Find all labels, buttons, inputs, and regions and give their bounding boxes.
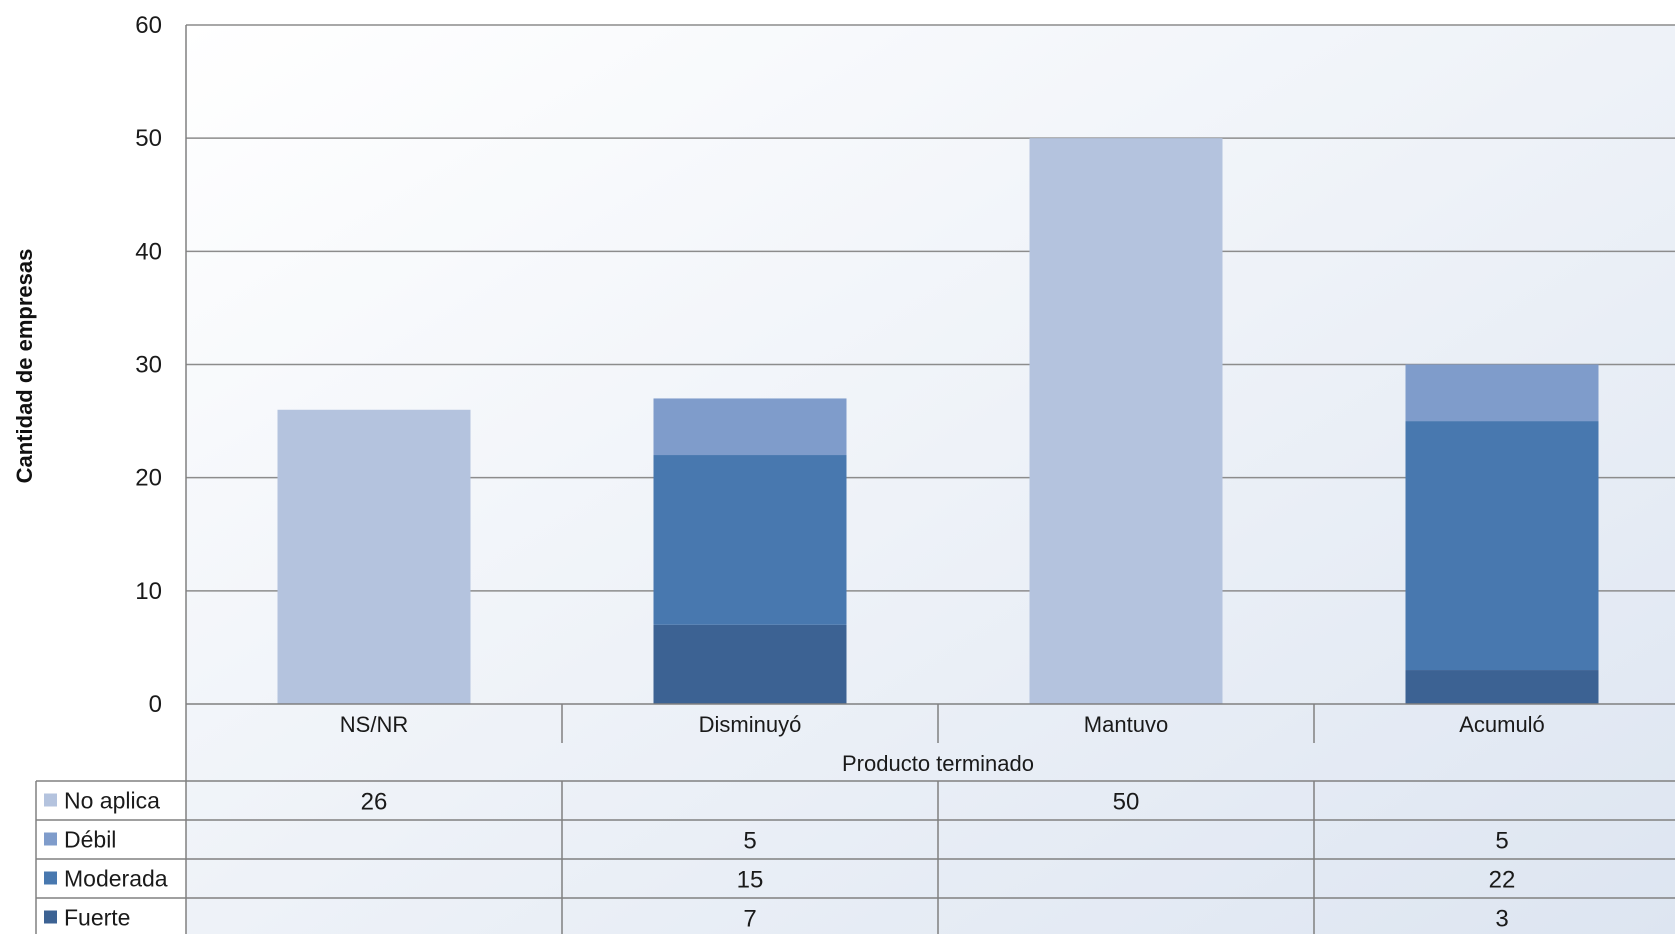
y-tick-label: 60 bbox=[135, 12, 162, 39]
y-axis-label: Cantidad de empresas bbox=[12, 249, 37, 484]
bar-segment bbox=[653, 624, 847, 704]
data-label: 3 bbox=[1495, 906, 1508, 933]
bar-segment bbox=[1405, 421, 1599, 671]
x-tick-label: NS/NR bbox=[340, 712, 408, 737]
legend-swatch bbox=[44, 832, 57, 846]
legend-entry: Moderada bbox=[64, 866, 168, 892]
legend-entry: Fuerte bbox=[64, 905, 130, 931]
x-tick-label: Acumuló bbox=[1459, 712, 1545, 737]
bar-segment bbox=[277, 409, 471, 704]
y-tick-label: 40 bbox=[135, 238, 162, 265]
bar-segment bbox=[1405, 364, 1599, 422]
legend-swatch bbox=[44, 910, 57, 924]
data-label: 15 bbox=[737, 867, 764, 894]
x-axis-label: Producto terminado bbox=[842, 751, 1034, 776]
data-label: 50 bbox=[1113, 789, 1140, 816]
bars bbox=[277, 138, 1599, 704]
y-tick-label: 0 bbox=[149, 691, 162, 718]
legend-swatch bbox=[44, 871, 57, 885]
x-tick-label: Mantuvo bbox=[1084, 712, 1168, 737]
legend-entry: Débil bbox=[64, 827, 116, 853]
y-tick-label: 10 bbox=[135, 578, 162, 605]
data-label: 22 bbox=[1489, 867, 1516, 894]
bar-segment bbox=[653, 455, 847, 625]
data-label: 7 bbox=[743, 906, 756, 933]
x-tick-label: Disminuyó bbox=[699, 712, 802, 737]
y-tick-label: 30 bbox=[135, 352, 162, 379]
data-table: No aplica 26 50 Débil 5 5 Moderada 15 22 Fuerte 7 3 bbox=[35, 780, 1675, 934]
data-label: 5 bbox=[743, 828, 756, 855]
bar-segment bbox=[1405, 670, 1599, 704]
y-tick-label: 50 bbox=[135, 125, 162, 152]
legend-swatch bbox=[44, 793, 57, 807]
bar-segment bbox=[1029, 138, 1223, 704]
legend-entry: No aplica bbox=[64, 788, 160, 814]
data-label: 26 bbox=[361, 789, 388, 816]
y-tick-label: 20 bbox=[135, 465, 162, 492]
axes: 0 10 20 30 40 50 60 NS/NR Disminuyó Mantuvo Acumul… bbox=[135, 12, 1675, 934]
data-label: 5 bbox=[1495, 828, 1508, 855]
bar-segment bbox=[653, 398, 847, 456]
